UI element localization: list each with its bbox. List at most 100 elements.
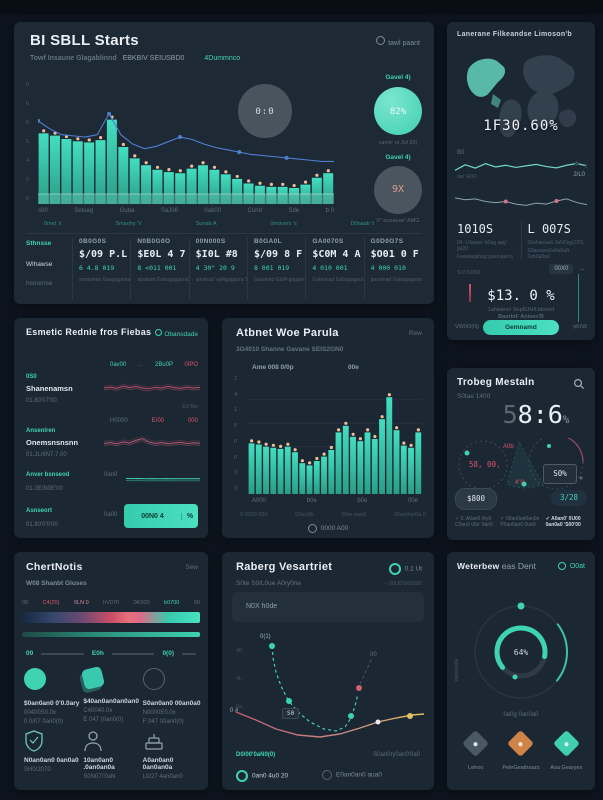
map-left-small: S/7/S0S0: [457, 270, 481, 276]
map-action-button[interactable]: Gemnamd: [483, 320, 559, 335]
chert-cell-6[interactable]: A0an0an0 0an0an0a L0/27 4an0an0: [143, 730, 202, 780]
trobeg-bubble-diagram: [458, 438, 584, 490]
diamond-item-3: Asa Gearyes: [544, 730, 589, 771]
trobeg-label-a: A0b: [503, 444, 514, 450]
watchlist-action-button[interactable]: 00N0 4 %: [124, 504, 198, 528]
tick-red: [469, 284, 471, 302]
chert-cell-3[interactable]: S0an0an0 00an0a0 N0000E0.0x F 047 00an0(0): [142, 668, 202, 725]
stats-strip: Sthnsse Wlhawse hsoomse 0B0G0S $/09 P.L 6 …: [26, 238, 422, 300]
map-title: Lanerane Filkeandse Limoson'b: [457, 31, 573, 38]
parula-footer-toggle[interactable]: 0000 A00: [222, 524, 434, 533]
raberg-radio-1[interactable]: 0an0 4u0 20: [236, 770, 288, 782]
chert-grid-row-2: N0an0an0 0an0a0 SH0/2070 10an0an0 .0an0an…: [24, 730, 202, 780]
row1-name[interactable]: Shanenamsn: [26, 384, 73, 393]
search-icon[interactable]: [573, 378, 585, 390]
row4-mid: 0a00: [104, 512, 118, 518]
diamond-orange-icon: [507, 730, 535, 757]
map-footer-left: VW0O(N): [455, 324, 479, 330]
trobeg-value-box: S0%: [543, 464, 577, 484]
watchlist-title: Esmetic Rednie fros Fiebas: [26, 327, 152, 337]
raberg-footer-right: S0an0ry0an0'0a0: [373, 752, 420, 758]
weter-title-row: Weterbew eas Dent: [457, 561, 536, 571]
row1-sub: 01.80'07'00: [26, 398, 57, 404]
diamond-teal-icon: [552, 730, 580, 757]
row2-name[interactable]: Onemsnsnsnn: [26, 438, 79, 447]
trobeg-caption-3: ✓ A0an0' 0U00 0an0a0 'S00'00: [545, 516, 581, 528]
main-area-chart: [38, 111, 334, 204]
row1-values: 0av00… 2Bu0P 0IPO: [110, 362, 198, 368]
diamond-label: Asa Gearyes: [550, 765, 583, 771]
trobeg-pill-left: $800: [455, 488, 497, 510]
arrow-right-icon: →: [579, 266, 585, 272]
weter-side-label: 0an0an0e: [454, 658, 460, 681]
gauge2-caption: 0° aunauae' AMG: [376, 218, 420, 224]
gauge1-caption: came' ot Jul 20): [378, 140, 418, 146]
gradient-bar: [22, 612, 200, 623]
trobeg-caption-1: ✓ 0. A0an0 0ry0 C0an0 00e' 0an0: [455, 516, 493, 528]
dash-divider: [41, 652, 84, 655]
parula-link[interactable]: Rew: [408, 330, 422, 337]
card-watchlist: Esmetic Rednie fros Fiebas Obansdade 0av…: [14, 318, 208, 538]
trobeg-pill-right: 3/28: [551, 490, 587, 506]
stat-col-1: 0B0G0S $/09 P.L 6 4.8 019 amatahan Gaagagao…: [72, 238, 130, 300]
chert-cell-5[interactable]: 10an0an0 .0an0an0a S0N07/'0aN: [83, 730, 142, 780]
chert-cell-4[interactable]: N0an0an0 0an0a0 SH0/2070: [24, 730, 83, 780]
kpi-circle-mid: 0:0: [238, 84, 292, 138]
trobeg-caption-2: ✓ 00an0an0an0e P0an0an0 0ue0: [500, 516, 540, 528]
chert-cell-1[interactable]: $0an0an0 0'0.0ary 00400S0.0x 0 0/07 0an0(0…: [24, 668, 83, 725]
raberg-subtitle: S0te S0/L0ue A0ry0ne: [236, 580, 302, 587]
header-link[interactable]: tawl paant: [376, 36, 420, 47]
row1-note: · E0 f0e: [178, 404, 198, 410]
parula-x-labels: A000 b0e b0e 00e: [252, 498, 418, 504]
weter-title-2: eas Dent: [501, 561, 536, 571]
row2-sub: 01.JL/6N7.7.00: [26, 452, 67, 458]
weter-title: Weterbew: [457, 561, 500, 571]
line1-label: B0: [457, 150, 465, 156]
square-tilt-icon: [81, 665, 106, 691]
raberg-status[interactable]: 0.1 Ut: [388, 563, 422, 575]
chert-mid-row: 00 E0h 0(0): [26, 650, 196, 657]
chert-link[interactable]: Sew: [185, 564, 198, 571]
page-title: BI SBLL Starts: [30, 32, 139, 49]
radio-unselected-icon: [322, 770, 332, 780]
subtitle-code: EBKBIV SEIUSBD0: [122, 55, 185, 62]
cake-icon: [145, 734, 163, 750]
subtitle-row: Towf Insaune Glagablinnd EBKBIV SEIUSBD0…: [30, 55, 240, 62]
dash-divider: [111, 652, 155, 655]
card-weter: Weterbew eas Dent O0at 0an0an0e 64% 0a0g…: [447, 552, 595, 790]
map-stats: 1010S 04. L0awae 'b0ag aag' ja(20 Fawwaq…: [457, 222, 585, 260]
divider: [26, 233, 422, 234]
row2-label: Ansenlren: [26, 428, 56, 434]
stat-col-3: 00N000S $I0L #8 4 30" 20 9 amahad 'aaNgagao…: [188, 238, 247, 300]
circle-icon: [307, 524, 317, 533]
trobeg-big-number: 58:6%: [502, 400, 570, 429]
chert-cell-2[interactable]: $40an0an0an0an0 C40040.0x E 047 (0an0(0): [81, 665, 142, 725]
raberg-chart: [235, 643, 424, 738]
ring-icon: [388, 563, 401, 575]
circle-outline-icon: [142, 668, 165, 690]
card-trobeg: Trobeg Mestaln S0tae 1400 58:6% A0b 58, …: [447, 368, 595, 540]
map-big-value: 1F30.60%: [483, 118, 559, 134]
raberg-point-label: 0(1): [260, 634, 271, 640]
chert-title: ChertNotis: [26, 561, 83, 573]
map-badge-row[interactable]: 00X0 →: [549, 264, 585, 274]
row3-label[interactable]: Anver bsnseod: [26, 472, 70, 478]
row4-label[interactable]: Asnseort: [26, 508, 53, 514]
raberg-radio-2[interactable]: E0an0an0 aua0: [322, 770, 382, 780]
subtitle-link[interactable]: 4Dummnco: [204, 55, 241, 62]
watchlist-link[interactable]: Obansdade: [155, 329, 198, 338]
tick-teal: [577, 274, 579, 322]
raberg-footer-left[interactable]: D0/00'0aN0(0): [236, 752, 276, 758]
map-stat-1: 1010S 04. L0awae 'b0ag aag' ja(20 Fawwaq…: [457, 222, 513, 260]
dash-divider: [182, 652, 196, 655]
raberg-input[interactable]: N0X h0de: [232, 592, 424, 622]
x-axis-sublabels: 0met 's Smaohy 'V Sunab A 0movers 's D0naab …: [44, 221, 374, 227]
weter-link[interactable]: O0at: [557, 562, 585, 570]
gauge1-label: Gavel 4): [385, 74, 411, 81]
row3-mid: 0an0: [104, 472, 118, 478]
row2-sparkline: [104, 436, 200, 447]
